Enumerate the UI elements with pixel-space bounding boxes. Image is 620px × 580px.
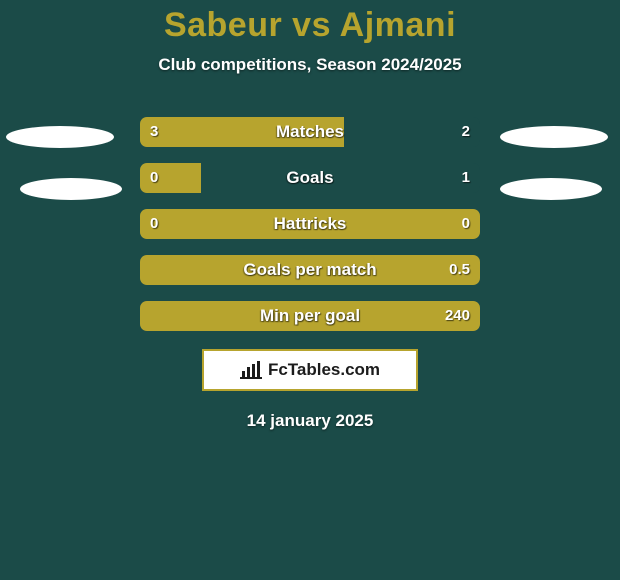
brand-text: FcTables.com <box>268 360 380 380</box>
stat-row: Hattricks00 <box>0 209 620 239</box>
bar-right-segment <box>201 163 480 193</box>
subtitle: Club competitions, Season 2024/2025 <box>0 55 620 75</box>
stat-bar <box>140 255 480 285</box>
comparison-panel: Sabeur vs Ajmani Club competitions, Seas… <box>0 0 620 580</box>
brand-badge[interactable]: FcTables.com <box>202 349 418 391</box>
stat-bar <box>140 117 480 147</box>
stat-row: Matches32 <box>0 117 620 147</box>
stat-bar <box>140 163 480 193</box>
bar-left-segment <box>140 209 480 239</box>
stat-row: Goals per match0.5 <box>0 255 620 285</box>
bar-right-segment <box>344 117 480 147</box>
bar-left-segment <box>140 163 201 193</box>
bar-chart-icon <box>240 361 262 379</box>
stat-bar <box>140 301 480 331</box>
stat-row: Min per goal240 <box>0 301 620 331</box>
bar-left-segment <box>140 117 344 147</box>
page-title: Sabeur vs Ajmani <box>0 0 620 45</box>
bar-left-segment <box>140 301 480 331</box>
stat-bar <box>140 209 480 239</box>
stat-row: Goals01 <box>0 163 620 193</box>
bar-left-segment <box>140 255 480 285</box>
stat-rows: Matches32 Goals01 Hattricks00 Goals per mat… <box>0 117 620 331</box>
date-label: 14 january 2025 <box>0 411 620 431</box>
